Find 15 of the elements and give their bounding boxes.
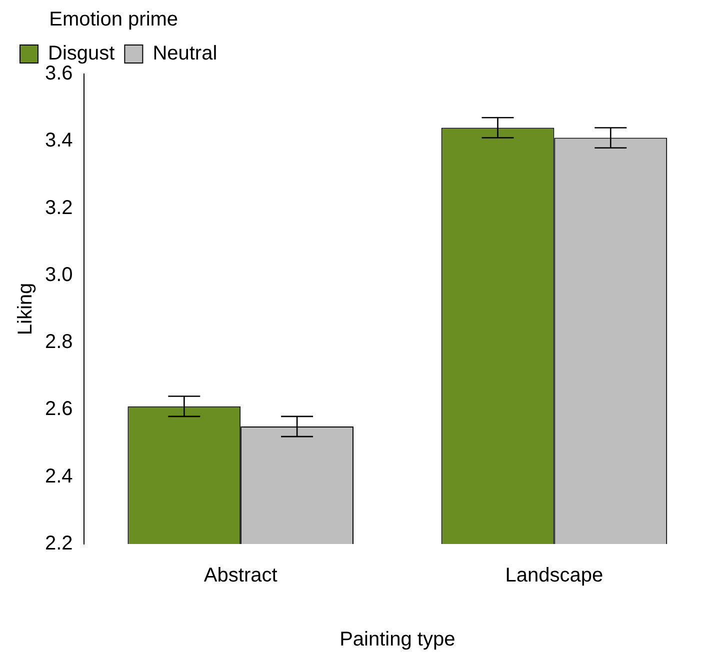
y-tick-label: 2.2 [44, 532, 73, 555]
legend-label: Neutral [152, 42, 218, 65]
y-tick-label: 3.0 [44, 264, 73, 286]
x-tick-label: Landscape [505, 564, 604, 587]
y-tick-label: 3.6 [44, 62, 73, 85]
y-tick-label: 2.6 [44, 398, 73, 420]
y-tick-label: 2.8 [44, 331, 73, 354]
y-tick-label: 3.4 [44, 130, 73, 152]
x-axis-title: Painting type [340, 628, 456, 651]
y-tick-label: 3.2 [44, 196, 73, 219]
y-axis-title: Liking [14, 282, 37, 336]
y-tick-label: 2.4 [44, 465, 73, 488]
legend-title: Emotion prime [49, 8, 178, 31]
legend-label: Disgust [48, 42, 116, 65]
x-tick-label: Abstract [204, 564, 278, 587]
